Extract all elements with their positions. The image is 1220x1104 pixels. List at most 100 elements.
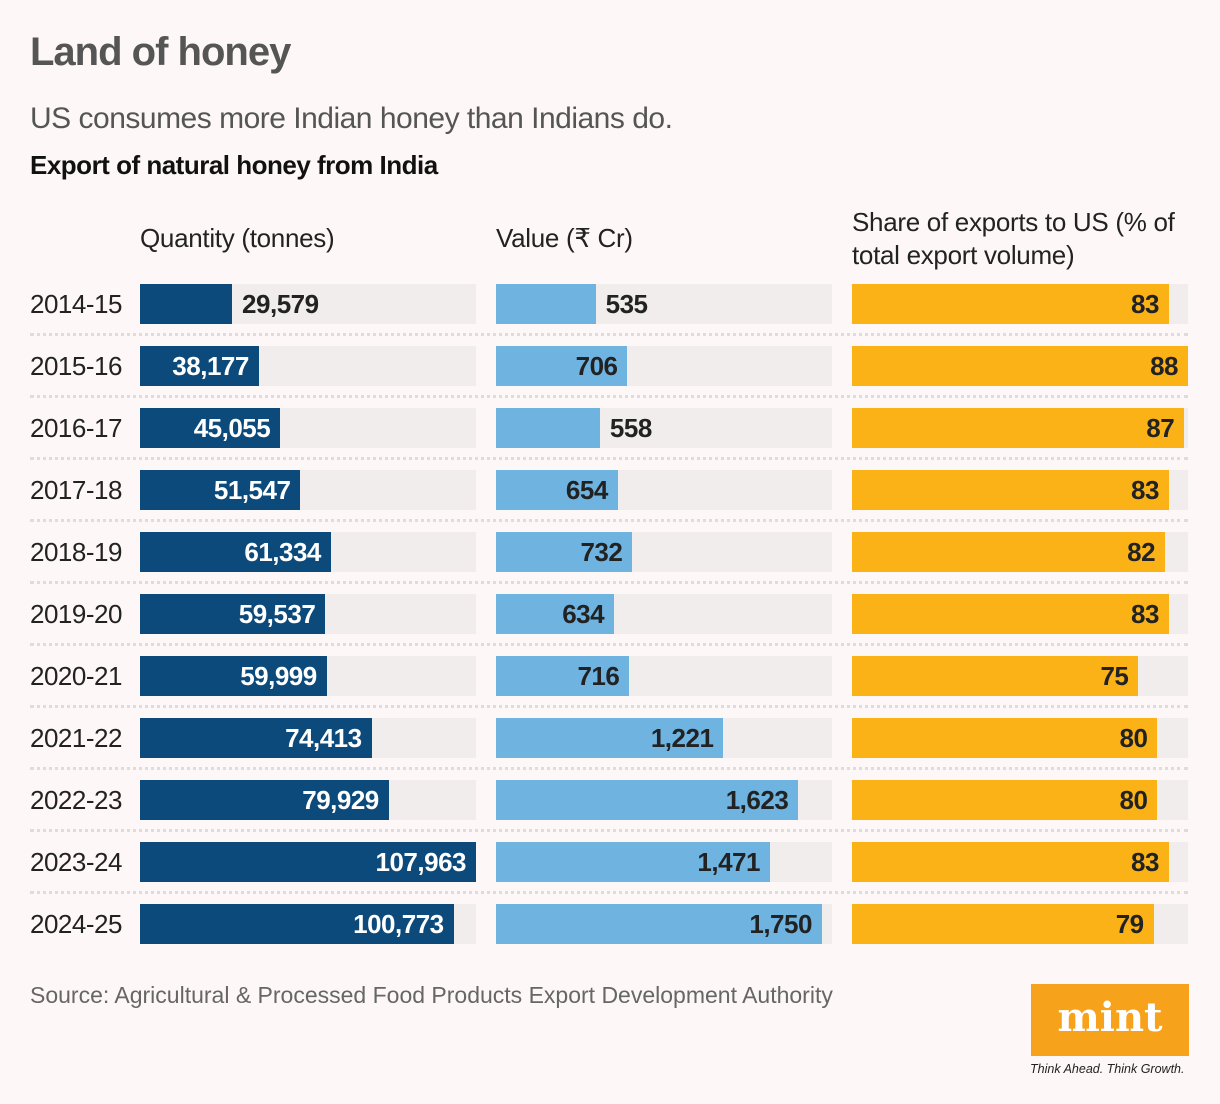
column-header-value: Value (₹ Cr) <box>496 223 633 253</box>
bar-track: 83 <box>852 842 1188 882</box>
logo-tagline: Think Ahead. Think Growth. <box>1030 1062 1185 1076</box>
mint-logo: mint <box>1031 984 1189 1056</box>
bar <box>496 842 770 882</box>
bar-track: 87 <box>852 408 1188 448</box>
bar <box>852 904 1154 944</box>
year-label: 2019-20 <box>30 599 122 629</box>
bar-track: 83 <box>852 284 1188 324</box>
year-label: 2024-25 <box>30 909 122 939</box>
year-label: 2020-21 <box>30 661 122 691</box>
row-divider <box>30 333 1188 336</box>
bar-track: 59,999 <box>140 656 476 696</box>
data-label: 61,334 <box>244 537 321 567</box>
bar <box>852 594 1169 634</box>
bar-track: 706 <box>496 346 832 386</box>
data-label: 83 <box>1131 847 1159 877</box>
year-label: 2023-24 <box>30 847 122 877</box>
data-label: 1,750 <box>749 909 812 939</box>
data-label: 83 <box>1131 289 1159 319</box>
bar-track: 59,537 <box>140 594 476 634</box>
bar-track: 558 <box>496 408 832 448</box>
bar <box>140 470 301 510</box>
bar-track: 74,413 <box>140 718 476 758</box>
source-note: Source: Agricultural & Processed Food Pr… <box>30 982 833 1008</box>
bar-track: 75 <box>852 656 1188 696</box>
row-divider <box>30 395 1188 398</box>
subtitle: US consumes more Indian honey than India… <box>30 102 673 135</box>
bar-track: 83 <box>852 594 1188 634</box>
bar-track: 80 <box>852 780 1188 820</box>
row-divider <box>30 519 1188 522</box>
row-divider <box>30 643 1188 646</box>
data-label: 59,999 <box>240 661 317 691</box>
year-label: 2017-18 <box>30 475 122 505</box>
bar <box>496 594 615 634</box>
bar <box>852 470 1169 510</box>
bar <box>852 780 1158 820</box>
data-label: 45,055 <box>193 413 271 443</box>
year-label: 2022-23 <box>30 785 122 815</box>
bar-track: 107,963 <box>140 842 476 882</box>
bar <box>496 408 600 448</box>
bar <box>496 284 596 324</box>
year-label: 2021-22 <box>30 723 122 753</box>
data-label: 80 <box>1119 723 1148 753</box>
bar <box>496 718 724 758</box>
row-divider <box>30 891 1188 894</box>
bar <box>852 532 1166 572</box>
bar-track: 100,773 <box>140 904 476 944</box>
data-label: 732 <box>580 537 623 567</box>
data-label: 1,221 <box>650 723 714 753</box>
data-label: 83 <box>1131 475 1159 505</box>
row-divider <box>30 705 1188 708</box>
data-label: 558 <box>609 413 652 443</box>
data-label: 59,537 <box>238 599 316 629</box>
bar-track: 61,334 <box>140 532 476 572</box>
data-label: 80 <box>1119 785 1148 815</box>
bar <box>140 780 389 820</box>
data-label: 82 <box>1127 537 1156 567</box>
bar-track: 1,471 <box>496 842 832 882</box>
bar <box>140 842 476 882</box>
data-label: 535 <box>605 289 648 319</box>
bar <box>852 718 1158 758</box>
row-divider <box>30 581 1188 584</box>
bar-track: 45,055 <box>140 408 476 448</box>
data-label: 75 <box>1100 661 1129 691</box>
row-divider <box>30 457 1188 460</box>
bar <box>140 346 259 386</box>
row-divider <box>30 829 1188 832</box>
row-divider <box>30 767 1188 770</box>
data-label: 706 <box>575 351 618 381</box>
bar <box>140 532 331 572</box>
bar <box>140 904 454 944</box>
bar <box>140 718 372 758</box>
bar-track: 82 <box>852 532 1188 572</box>
data-label: 79,929 <box>302 785 379 815</box>
year-label: 2018-19 <box>30 537 122 567</box>
data-label: 29,579 <box>242 289 319 319</box>
data-label: 1,471 <box>697 847 760 877</box>
data-label: 1,623 <box>725 785 789 815</box>
bar <box>496 346 628 386</box>
bar <box>496 780 799 820</box>
bar-track: 79 <box>852 904 1188 944</box>
data-label: 88 <box>1150 351 1178 381</box>
bar-track: 535 <box>496 284 832 324</box>
data-label: 634 <box>562 599 605 629</box>
bar <box>140 284 233 324</box>
data-label: 83 <box>1131 599 1159 629</box>
column-header-quantity: Quantity (tonnes) <box>140 223 335 253</box>
bar-track: 79,929 <box>140 780 476 820</box>
bar-track: 83 <box>852 470 1188 510</box>
year-label: 2014-15 <box>30 289 122 319</box>
bar <box>140 408 281 448</box>
title: Land of honey <box>30 30 291 74</box>
bar-track: 29,579 <box>140 284 476 324</box>
bar-track: 88 <box>852 346 1188 386</box>
bar-track: 634 <box>496 594 832 634</box>
data-label: 654 <box>565 475 608 505</box>
bar-track: 51,547 <box>140 470 476 510</box>
data-label: 79 <box>1115 909 1144 939</box>
